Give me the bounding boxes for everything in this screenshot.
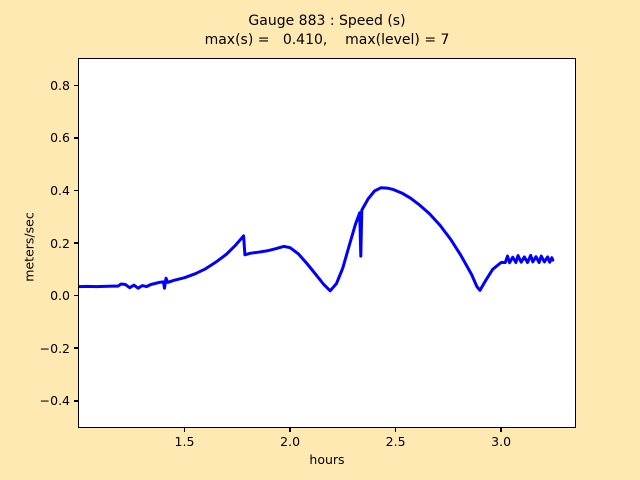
y-tick-mark <box>74 189 78 192</box>
y-tick-label: 0.8 <box>50 77 70 93</box>
x-tick-label: 2.0 <box>280 434 301 449</box>
x-tick-label: 3.0 <box>491 434 512 449</box>
y-tick-label: 0.6 <box>50 130 70 146</box>
y-tick-mark <box>74 347 78 349</box>
y-tick-label: −0.4 <box>39 393 70 409</box>
x-tick-mark <box>500 428 502 432</box>
x-tick-mark <box>289 428 291 432</box>
y-tick-mark <box>74 242 78 244</box>
x-tick-mark <box>183 428 186 432</box>
x-tick-label: 1.5 <box>174 434 195 449</box>
x-axis-label: hours <box>309 452 345 467</box>
speed-line <box>79 186 555 293</box>
speed-series-svg <box>79 186 555 293</box>
x-tick-label: 2.5 <box>385 434 406 449</box>
plot-area <box>78 58 576 428</box>
y-tick-mark <box>74 400 78 402</box>
y-tick-mark <box>74 84 78 86</box>
chart-title: Gauge 883 : Speed (s) <box>248 13 406 29</box>
y-tick-mark <box>74 294 78 297</box>
y-tick-label: 0.4 <box>50 182 70 198</box>
x-tick-mark <box>394 428 397 432</box>
y-tick-label: −0.2 <box>39 340 70 356</box>
y-tick-mark <box>74 137 78 139</box>
y-tick-label: 0.0 <box>50 288 70 304</box>
y-tick-label: 0.2 <box>50 235 70 251</box>
chart-subtitle: max(s) = 0.410, max(level) = 7 <box>204 32 450 48</box>
